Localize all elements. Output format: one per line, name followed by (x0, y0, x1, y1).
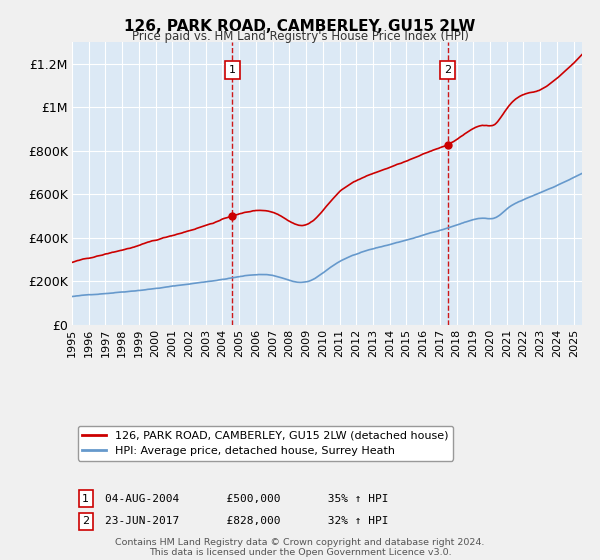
Text: 04-AUG-2004       £500,000       35% ↑ HPI: 04-AUG-2004 £500,000 35% ↑ HPI (105, 494, 389, 504)
Text: 23-JUN-2017       £828,000       32% ↑ HPI: 23-JUN-2017 £828,000 32% ↑ HPI (105, 516, 389, 526)
Text: Price paid vs. HM Land Registry's House Price Index (HPI): Price paid vs. HM Land Registry's House … (131, 30, 469, 43)
Text: Contains HM Land Registry data © Crown copyright and database right 2024.
This d: Contains HM Land Registry data © Crown c… (115, 538, 485, 557)
Text: 1: 1 (229, 66, 236, 75)
Text: 1: 1 (82, 494, 89, 504)
Text: 2: 2 (82, 516, 89, 526)
Text: 126, PARK ROAD, CAMBERLEY, GU15 2LW: 126, PARK ROAD, CAMBERLEY, GU15 2LW (124, 19, 476, 34)
Text: 2: 2 (444, 66, 451, 75)
Legend: 126, PARK ROAD, CAMBERLEY, GU15 2LW (detached house), HPI: Average price, detach: 126, PARK ROAD, CAMBERLEY, GU15 2LW (det… (77, 426, 453, 461)
